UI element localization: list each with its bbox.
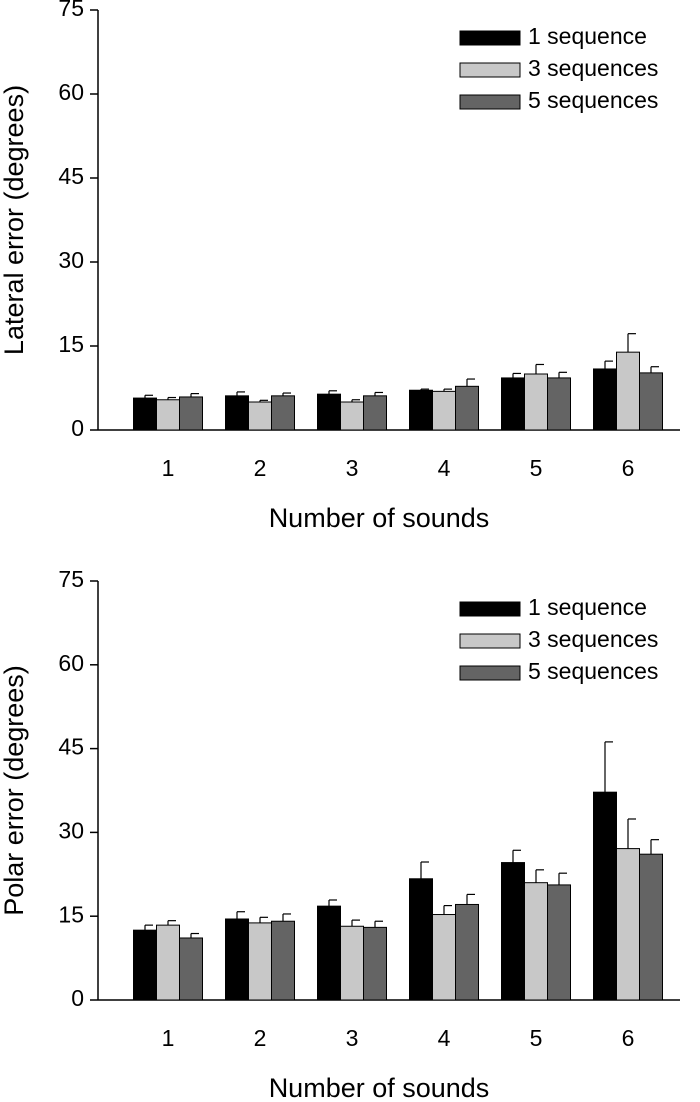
bar [271,920,295,1001]
bar [225,918,249,1001]
legend-label: 1 sequence [528,23,647,49]
x-axis-label: Number of sounds [269,503,490,533]
y-tick-label: 75 [58,566,84,592]
y-tick-label: 15 [58,901,84,927]
y-tick-label: 60 [58,650,84,676]
y-tick-label: 0 [71,415,84,441]
bar [248,401,272,431]
bar [593,791,617,1001]
bar [501,862,525,1001]
bar [248,922,272,1001]
bar [501,377,525,431]
bar [156,399,180,431]
legend-label: 5 sequences [528,87,658,113]
x-axis-label: Number of sounds [269,1073,490,1102]
bar [455,903,479,1001]
legend-swatch [459,601,521,617]
legend-label: 5 sequences [528,658,658,684]
bar [409,878,433,1001]
x-tick-label: 4 [438,455,451,481]
bar [317,393,341,431]
x-tick-label: 3 [346,455,359,481]
bar [524,882,548,1001]
bar [133,397,157,431]
x-tick-label: 6 [622,1025,635,1051]
y-axis-label: Polar error (degrees) [0,665,29,916]
bar [524,373,548,431]
y-tick-label: 0 [71,985,84,1011]
legend-swatch [459,665,521,681]
bar [409,389,433,431]
x-tick-label: 3 [346,1025,359,1051]
bar [271,395,295,431]
y-tick-label: 75 [58,0,84,21]
bar [547,884,571,1001]
x-tick-label: 1 [162,455,175,481]
y-tick-label: 60 [58,79,84,105]
bar [317,905,341,1001]
legend-swatch [459,94,521,110]
bar [179,937,203,1001]
x-tick-label: 4 [438,1025,451,1051]
legend-label: 3 sequences [528,55,658,81]
bar [593,368,617,431]
legend-swatch [459,62,521,78]
y-tick-label: 45 [58,163,84,189]
bar [639,853,663,1001]
bar [179,396,203,431]
legend-swatch [459,30,521,46]
x-tick-label: 2 [254,1025,267,1051]
legend-label: 1 sequence [528,594,647,620]
bar [547,377,571,431]
y-tick-label: 45 [58,734,84,760]
bar [455,385,479,431]
x-tick-label: 5 [530,1025,543,1051]
legend-swatch [459,633,521,649]
bar [363,395,387,431]
bar [225,395,249,431]
x-tick-label: 1 [162,1025,175,1051]
bar [432,914,456,1001]
legend-label: 3 sequences [528,626,658,652]
x-tick-label: 5 [530,455,543,481]
bar [432,390,456,431]
y-tick-label: 30 [58,817,84,843]
bar [156,924,180,1001]
y-tick-label: 30 [58,247,84,273]
x-tick-label: 6 [622,455,635,481]
x-tick-label: 2 [254,455,267,481]
bar [340,925,364,1001]
bar [340,401,364,431]
bar [363,926,387,1001]
bar [616,848,640,1001]
bar [639,372,663,431]
bar [133,929,157,1001]
y-tick-label: 15 [58,331,84,357]
bar [616,351,640,431]
y-axis-label: Lateral error (degrees) [0,85,29,355]
